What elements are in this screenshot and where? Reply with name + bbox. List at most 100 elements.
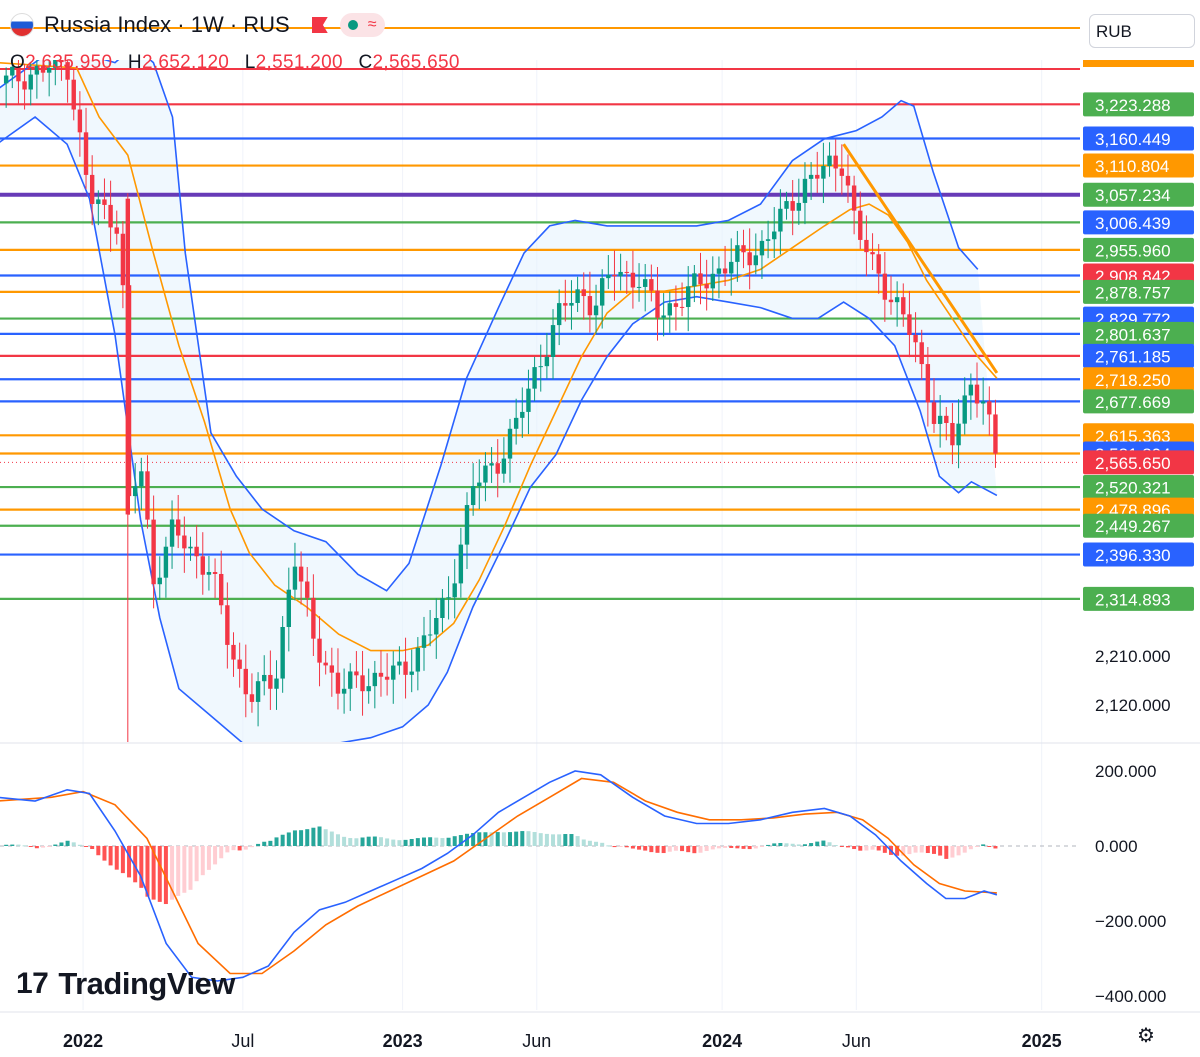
flag-marker-icon[interactable] (311, 17, 328, 33)
candle-body (501, 458, 507, 474)
candle-body (372, 672, 378, 687)
ohlc-readout: O2,635.950 H2,652.120 L2,551.200 C2,565.… (10, 52, 470, 74)
histogram-bar (538, 833, 543, 846)
candle-body (556, 303, 562, 326)
histogram-bar (723, 846, 728, 848)
histogram-bar (225, 846, 230, 853)
level-badge-text: 2,615.363 (1095, 427, 1171, 446)
candle-body (796, 202, 802, 211)
candle-body (937, 415, 943, 424)
candle-body (22, 81, 27, 90)
histogram-bar (342, 836, 347, 846)
tradingview-logo[interactable]: 17 TradingView (16, 966, 235, 1002)
histogram-bar (581, 839, 586, 846)
histogram-bar (366, 836, 371, 846)
candle-body (225, 605, 230, 645)
histogram-bar (852, 846, 857, 850)
candle-body (446, 597, 451, 599)
macd-panel: 200.000 0.000 −200.000 −400.000 (0, 762, 1166, 1006)
level-badge-text: 3,223.288 (1095, 96, 1171, 115)
candle-body (169, 519, 175, 547)
histogram-bar (409, 838, 414, 846)
histogram-bar (704, 846, 709, 852)
candle-body (194, 546, 199, 557)
histogram-bar (600, 842, 605, 846)
candle-body (120, 233, 126, 286)
candle-body (360, 675, 365, 692)
histogram-bar (317, 826, 322, 846)
candle-body (790, 201, 795, 211)
candle-body (255, 681, 261, 702)
indicator-tick-label: 0.000 (1095, 837, 1138, 856)
candle-body (735, 245, 740, 262)
histogram-bar (753, 846, 758, 849)
candle-body (686, 286, 691, 308)
histogram-bar (741, 846, 746, 849)
level-badge (1083, 182, 1194, 207)
histogram-bar (22, 845, 27, 847)
histogram-bar (120, 846, 125, 874)
histogram-bar (354, 838, 359, 846)
level-badge (1083, 475, 1194, 500)
histogram-bar (544, 833, 549, 846)
logo-text: TradingView (58, 966, 235, 1001)
histogram-bar (956, 846, 961, 856)
histogram-bar (643, 846, 648, 851)
candle-body (772, 231, 777, 240)
candle-body (888, 299, 894, 303)
candle-body (354, 671, 359, 676)
histogram-bar (766, 844, 771, 846)
histogram-bar (59, 842, 64, 846)
histogram-bar (163, 846, 168, 905)
candle-body (102, 199, 107, 205)
candle-body (59, 60, 64, 63)
candle-body (778, 208, 783, 232)
candle-body (243, 668, 248, 695)
histogram-bar (170, 846, 175, 900)
histogram-bar (90, 846, 95, 850)
wave-icon: ≈ (367, 16, 377, 33)
candle-body (163, 546, 169, 578)
candle-body (268, 674, 273, 689)
candle-body (206, 572, 212, 575)
histogram-bar (895, 846, 900, 856)
candle-body (661, 315, 666, 318)
histogram-bar (434, 837, 439, 846)
candle-body (882, 273, 888, 300)
histogram-bar (182, 846, 187, 893)
histogram-bar (796, 844, 801, 846)
candle-body (987, 401, 992, 415)
candle-body (563, 303, 568, 306)
candle-body (593, 305, 599, 316)
symbol-title[interactable]: Russia Index · 1W · RUS (44, 12, 290, 37)
histogram-bar (870, 846, 875, 850)
histogram-bar (551, 834, 556, 846)
histogram-bar (759, 846, 764, 847)
histogram-bar (243, 846, 248, 850)
histogram-bar (372, 836, 377, 846)
histogram-bar (673, 846, 678, 851)
candle-body (366, 686, 371, 692)
ohlc-high-value: 2,652.120 (141, 52, 230, 73)
candle-body (876, 254, 881, 274)
histogram-bar (520, 831, 525, 846)
level-badge (1083, 586, 1194, 611)
indicator-tick-label: 200.000 (1095, 762, 1156, 781)
currency-selector[interactable]: RUB (1089, 14, 1195, 48)
histogram-bar (176, 846, 181, 896)
candle-body (3, 75, 9, 84)
settings-gear-icon[interactable]: ⚙ (1137, 1025, 1155, 1047)
candle-body (317, 638, 322, 663)
candle-body (962, 395, 967, 424)
candle-body (212, 572, 218, 574)
candle-body (974, 384, 980, 404)
ohlc-open-key: O (10, 52, 26, 73)
hidden-top-level-badge (1083, 60, 1194, 67)
histogram-bar (876, 846, 881, 851)
histogram-bar (53, 844, 58, 846)
candle-body (175, 519, 181, 536)
indicator-pill[interactable]: ≈ (339, 13, 385, 37)
candle-body (919, 342, 924, 365)
histogram-bar (495, 832, 500, 846)
